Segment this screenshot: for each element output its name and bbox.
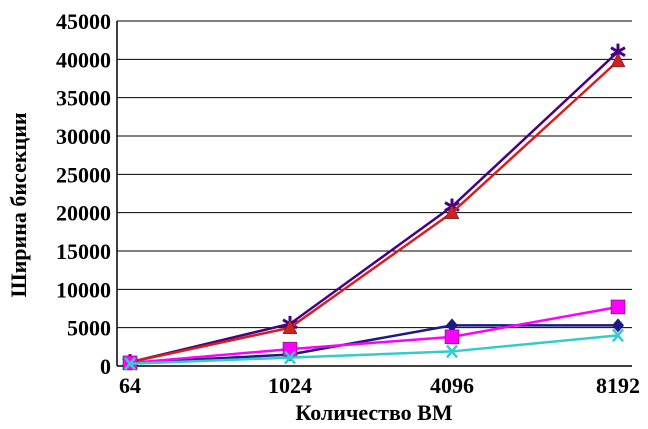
- series-2: [122, 52, 626, 369]
- y-tick-label: 10000: [56, 277, 111, 302]
- data-point: [446, 318, 458, 333]
- series-5: [124, 328, 624, 371]
- y-tick-label: 35000: [56, 86, 111, 111]
- data-point: [444, 204, 460, 219]
- grid-lines: [117, 20, 632, 329]
- y-tick-label: 5000: [67, 316, 111, 341]
- series-line: [129, 334, 619, 365]
- axes: [116, 21, 632, 367]
- series-line: [129, 59, 619, 364]
- x-tick-label: 8192: [596, 373, 640, 398]
- y-tick-label: 45000: [56, 9, 111, 34]
- y-tick-label: 40000: [56, 47, 111, 72]
- data-point: [282, 319, 298, 334]
- data-point: [446, 344, 458, 359]
- data-point: [610, 52, 626, 68]
- data-point: [610, 299, 626, 315]
- y-tick-label: 15000: [56, 239, 111, 264]
- x-tick-label: 64: [119, 373, 141, 398]
- data-point: [444, 329, 460, 345]
- series-line: [129, 50, 619, 364]
- data-point: [284, 350, 296, 365]
- series-1: [122, 43, 626, 371]
- y-tick-label: 0: [100, 354, 111, 379]
- x-axis-title: Количество ВМ: [295, 400, 453, 425]
- y-tick-labels: 0 5000 10000 15000 20000 25000 30000 35000 40000…: [56, 9, 111, 379]
- y-tick-label: 20000: [56, 201, 111, 226]
- x-tick-labels: 64 1024 4096 8192: [119, 373, 640, 398]
- y-axis-title: Ширина бисекции: [6, 112, 31, 297]
- x-tick-label: 4096: [430, 373, 474, 398]
- series-line: [129, 305, 619, 365]
- data-point: [282, 341, 298, 357]
- x-tick-label: 1024: [268, 373, 312, 398]
- series-line: [129, 324, 618, 365]
- data-point: [124, 356, 136, 371]
- y-tick-label: 25000: [56, 162, 111, 187]
- y-tick-label: 30000: [56, 124, 111, 149]
- data-point: [612, 318, 624, 333]
- data-series: [122, 43, 626, 371]
- data-point: [612, 328, 624, 343]
